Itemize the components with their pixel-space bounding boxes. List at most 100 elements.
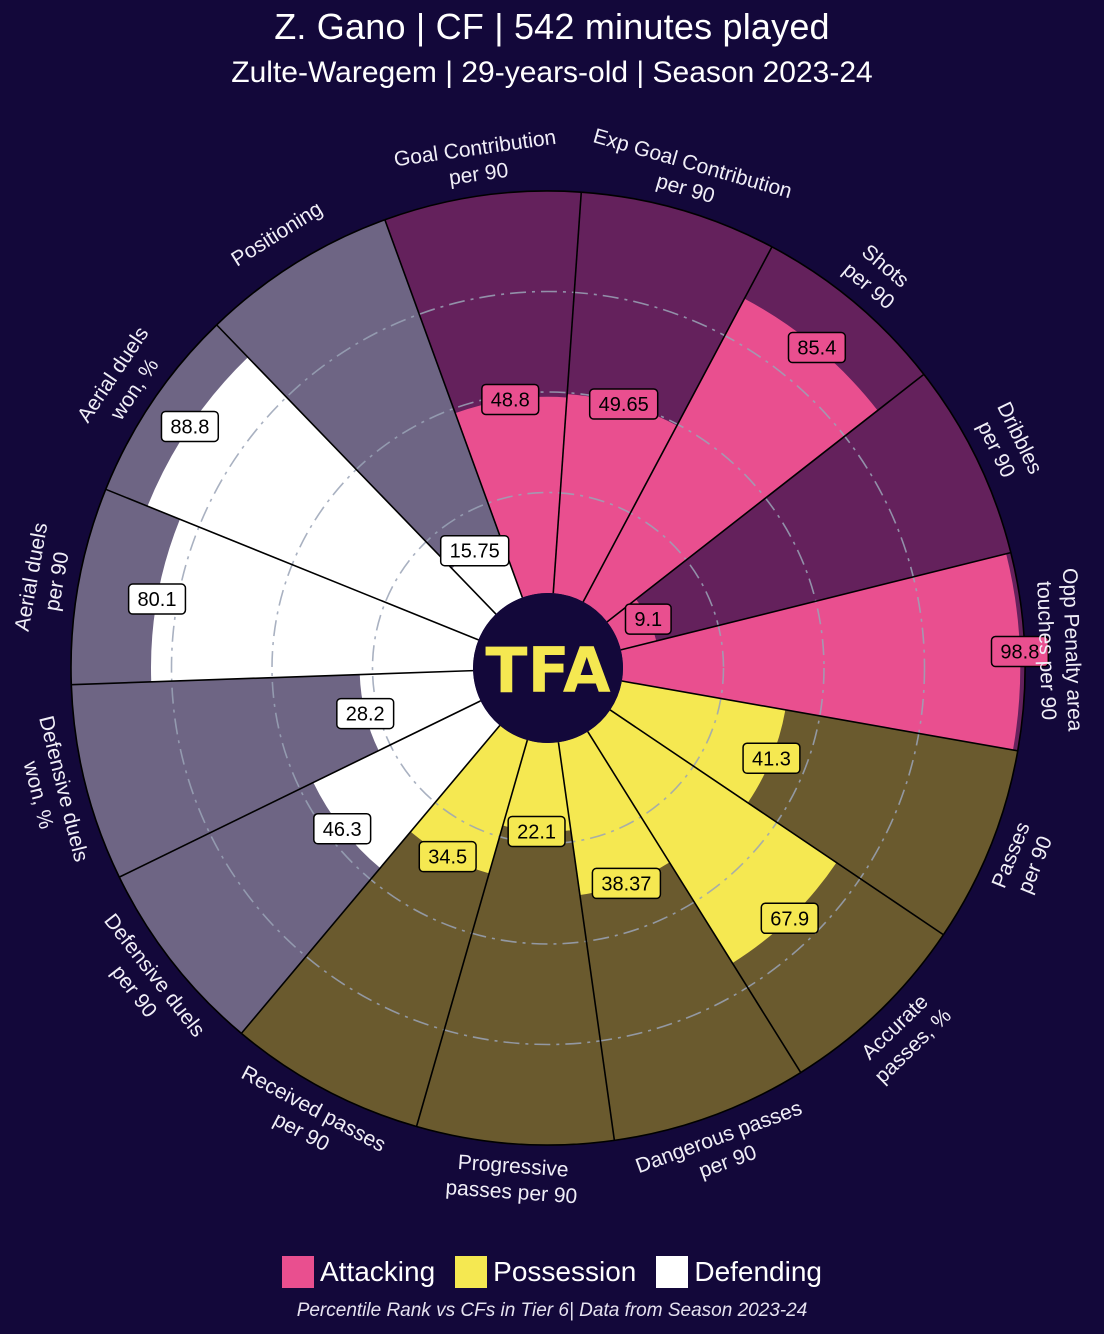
value-label-received-passes-per-90: 34.5 [418,840,477,873]
metric-label-line: Progressive [457,1151,569,1182]
value-label-dribbles-per-90: 9.1 [624,603,672,635]
legend-item-defending: Defending [656,1256,822,1288]
legend: Attacking Possession Defending [0,1256,1104,1288]
chart-title: Z. Gano | CF | 542 minutes played [274,6,830,47]
divider-line [587,731,802,1073]
metric-label-opp-penalty-area-touches-per-90: Opp Penalty areatouches per 90 [1032,568,1087,733]
value-box [787,331,847,364]
center-logo: TFA [473,593,623,743]
value-label-aerial-duels-won: 88.8 [160,410,220,443]
outer-arc [581,191,773,248]
outer-arc [70,684,120,878]
outer-arc [70,489,107,685]
legend-label-possession: Possession [493,1256,637,1287]
value-text: 38.37 [601,873,651,895]
chart-subtitle: Zulte-Waregem | 29-years-old | Season 20… [231,56,873,89]
bar-passes-per-90 [610,681,786,803]
value-text: 41.3 [752,748,791,770]
gridline-25 [371,491,725,845]
value-label-positioning: 15.75 [439,534,510,567]
outer-arc [104,324,218,490]
value-text: 67.9 [770,908,809,930]
value-text: 49.65 [599,394,649,416]
outer-arc [240,1032,417,1128]
value-label-aerial-duels-per-90: 80.1 [127,583,187,615]
value-label-accurate-passes: 67.9 [760,902,819,935]
outer-arc [942,750,1019,936]
value-box [591,867,662,900]
outer-arc [216,219,386,326]
divider-line [620,551,1012,651]
legend-label-defending: Defending [694,1256,822,1287]
divider-line [557,742,616,1141]
value-box [742,742,801,775]
metric-label-passes-per-90: Passesper 90 [988,819,1059,901]
legend-swatch-possession [455,1256,488,1288]
bar-aerial-duels-won [147,357,496,640]
value-text: 9.1 [634,609,662,631]
value-label-dangerous-passes-per-90: 38.37 [591,867,662,900]
value-labels: 48.8 49.65 85.4 9.1 98.8 41.3 67.9 38.37 22.1 34.… [127,331,1050,935]
divider-line [415,739,529,1127]
value-box [507,815,566,848]
metric-label-goal-contribution-per-90: Goal Contributionper 90 [392,126,561,197]
value-box [760,902,819,935]
divider-line [71,669,474,686]
bar-opp-penalty-area-touches-per-90 [620,553,1021,750]
value-text: 98.8 [1000,642,1039,664]
value-label-progressive-passes-per-90: 22.1 [507,815,566,848]
value-label-defensive-duels-won: 28.2 [336,697,395,730]
metric-label-line: Opp Penalty area [1058,568,1087,732]
value-box [336,697,395,730]
metric-label-line: per 90 [448,159,510,190]
outer-arc [771,246,925,375]
value-label-goal-contribution-per-90: 48.8 [481,383,540,416]
outer-arc [416,1125,615,1146]
value-box [127,583,187,615]
metric-label-line: touches per 90 [1032,581,1060,721]
value-box [313,813,372,845]
value-box [624,603,672,635]
legend-item-attacking: Attacking [281,1256,436,1288]
outer-arc [923,373,1012,553]
value-label-exp-goal-contribution-per-90: 49.65 [588,388,659,420]
bar-defensive-duels-won [359,670,481,751]
value-box [418,840,477,873]
bar-aerial-duels-per-90 [150,519,479,682]
bar-dangerous-passes-per-90 [558,731,670,896]
divider-line [606,373,925,623]
divider-line [105,488,479,641]
legend-swatch-attacking [281,1256,314,1288]
bg-wedge-dribbles-per-90 [607,374,1011,650]
outer-arc [384,190,582,221]
value-box [160,410,220,443]
value-text: 48.8 [491,389,530,411]
footnote: Percentile Rank vs CFs in Tier 6| Data f… [296,1300,808,1321]
legend-item-possession: Possession [455,1256,636,1288]
value-box [439,534,510,567]
value-text: 85.4 [797,338,836,360]
outer-arc [118,876,242,1035]
value-text: 80.1 [138,589,177,611]
bar-progressive-passes-per-90 [502,740,571,832]
legend-label-attacking: Attacking [319,1256,436,1287]
divider-line [582,246,773,603]
metric-label-line: passes per 90 [445,1176,578,1208]
value-box [588,388,659,420]
outer-arc [614,1071,802,1142]
value-text: 22.1 [517,821,556,843]
metric-label-aerial-duels-per-90: Aerial duelsper 90 [11,521,78,638]
value-text: 34.5 [428,847,467,869]
metric-label-progressive-passes-per-90: Progressivepasses per 90 [445,1150,580,1208]
value-text: 15.75 [450,541,500,563]
gridline-75 [170,290,926,1046]
value-label-defensive-duels-per-90: 46.3 [313,813,372,845]
dividers [70,190,1026,1146]
bar-exp-goal-contribution-per-90 [553,394,677,602]
value-text: 88.8 [170,416,209,438]
value-text: 46.3 [323,819,362,841]
divider-line [621,680,1018,752]
value-box [481,383,540,416]
bg-wedge-positioning [216,219,523,615]
